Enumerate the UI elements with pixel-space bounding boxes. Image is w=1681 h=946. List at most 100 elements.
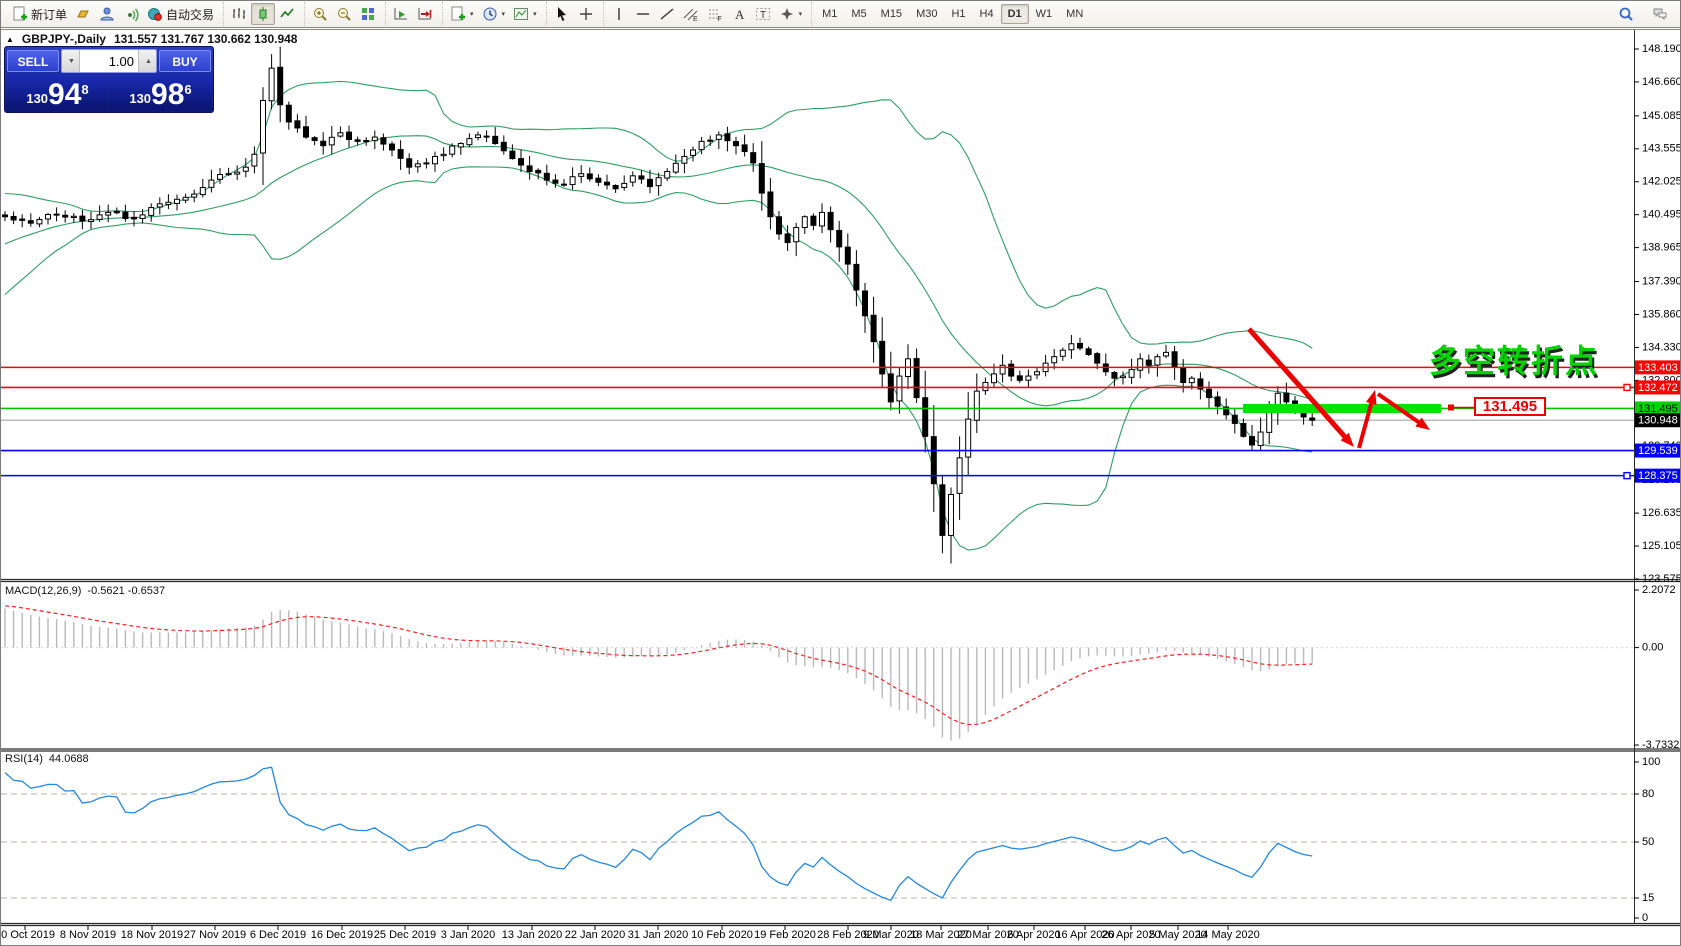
horizontal-line-button[interactable] (631, 3, 655, 25)
timeframe-button-M1[interactable]: M1 (815, 4, 844, 24)
shift-icon (417, 6, 433, 22)
price-label-bg (1635, 380, 1680, 395)
chevron-down-icon: ▾ (501, 11, 506, 18)
trend-arrow[interactable] (1357, 401, 1374, 449)
search-button[interactable] (1614, 3, 1638, 25)
candle-body (862, 290, 868, 317)
date-label: 22 Jan 2020 (565, 929, 626, 941)
bar-chart-button[interactable] (227, 3, 251, 25)
candle-body (621, 182, 628, 188)
candle-body (260, 99, 266, 154)
bollinger-upper (4, 80, 1313, 349)
price-tick-label: 134.330 (1642, 341, 1681, 353)
annotation-text[interactable]: 多空转折点 (1429, 343, 1600, 379)
timeframe-button-MN[interactable]: MN (1059, 4, 1090, 24)
vertical-line-button[interactable] (607, 3, 631, 25)
timeframe-button-M30[interactable]: M30 (909, 4, 944, 24)
support-zone-bar[interactable] (1243, 404, 1441, 413)
buy-price[interactable]: 130 98 6 (110, 75, 211, 110)
candle-body (346, 131, 352, 140)
timeframe-button-M15[interactable]: M15 (874, 4, 909, 24)
candle-body (1068, 343, 1075, 351)
price-tag-anchor-handle[interactable] (1448, 404, 1454, 411)
channel-button[interactable]: E (679, 3, 703, 25)
candle-body (36, 219, 43, 225)
svg-text:F: F (717, 16, 721, 22)
timeframe-button-H1[interactable]: H1 (944, 4, 972, 24)
zoom-in-button[interactable] (308, 3, 332, 25)
timeframe-button-D1[interactable]: D1 (1000, 4, 1029, 24)
svg-text:E: E (693, 16, 698, 22)
green-bar (1243, 404, 1441, 413)
symbol-info: ▲ GBPJPY-,Daily 131.557 131.767 130.662 … (6, 32, 297, 46)
price-tag-box[interactable]: 131.495 (1474, 397, 1546, 416)
candle-body (758, 163, 765, 194)
templates-button[interactable]: ▾ (509, 3, 541, 25)
auto-scroll-button[interactable] (389, 3, 413, 25)
signal-button[interactable] (119, 3, 143, 25)
trend-arrow[interactable] (1376, 392, 1422, 425)
new-order-button[interactable]: 新订单 (8, 3, 71, 25)
sell-price[interactable]: 130 94 8 (7, 75, 108, 110)
candle-body (655, 177, 662, 187)
tile-windows-button[interactable] (356, 3, 380, 25)
candle-body (552, 179, 559, 184)
hline-handle[interactable] (1623, 383, 1631, 392)
candle-body (647, 178, 653, 188)
bollinger-lower (4, 166, 1313, 551)
profile-button[interactable] (95, 3, 119, 25)
candle-body (1240, 423, 1247, 437)
volume-decrease-button[interactable]: ▼ (62, 50, 80, 72)
candle-body (1094, 353, 1101, 364)
candle-body (1111, 371, 1118, 379)
timeframe-button-W1[interactable]: W1 (1029, 4, 1060, 24)
candle-body (251, 153, 258, 167)
candle-body (672, 162, 679, 173)
candle-body (363, 140, 370, 143)
fibonacci-button[interactable]: F (703, 3, 727, 25)
arrows-button[interactable]: ▾ (775, 3, 807, 25)
volume-increase-button[interactable]: ▲ (138, 50, 156, 72)
date-label: 26 Apr 2020 (1101, 929, 1160, 941)
buy-button[interactable]: BUY (159, 50, 211, 72)
gold-button[interactable] (71, 3, 95, 25)
text-label-button[interactable]: T (751, 3, 775, 25)
candle-body (801, 216, 808, 229)
trend-arrow[interactable] (1247, 327, 1348, 440)
candle-body (1077, 342, 1083, 349)
zoom-out-button[interactable] (332, 3, 356, 25)
volume-input[interactable] (80, 50, 138, 72)
timeframe-button-M5[interactable]: M5 (844, 4, 873, 24)
text-button[interactable]: A (727, 3, 751, 25)
date-label: 25 Dec 2019 (374, 929, 436, 941)
macd-tick-label: -3.7332 (1642, 739, 1679, 751)
textA-icon: A (731, 6, 747, 22)
price-tick-label: 148.190 (1642, 43, 1681, 55)
trendline-button[interactable] (655, 3, 679, 25)
timeframe-button-H4[interactable]: H4 (973, 4, 1001, 24)
indicators-button[interactable]: ▾ (446, 3, 478, 25)
sell-button[interactable]: SELL (7, 50, 59, 72)
hline-icon (635, 6, 651, 22)
candlestick-button[interactable] (251, 3, 276, 25)
date-axis: 30 Oct 2019 8 Nov 2019 18 Nov 2019 27 Nov 2… (1, 926, 1260, 941)
candle-body (466, 138, 473, 146)
autotrade-button[interactable]: 自动交易 (143, 3, 218, 25)
one-click-collapse-icon[interactable]: ▲ (6, 34, 14, 44)
volume-stepper: ▼ ▲ (61, 49, 157, 73)
candle-body (45, 214, 51, 220)
new-order-button-label: 新订单 (31, 7, 68, 22)
candle-body (19, 218, 26, 221)
crosshair-button[interactable] (574, 3, 598, 25)
date-label: 8 Nov 2019 (60, 929, 116, 941)
cursor-button[interactable] (550, 3, 574, 25)
candle-body (242, 166, 249, 172)
hline-handle[interactable] (1623, 471, 1631, 480)
candle-body (569, 176, 576, 185)
date-label: 13 Jan 2020 (502, 929, 563, 941)
line-chart-button[interactable] (275, 3, 299, 25)
community-button[interactable] (1648, 3, 1672, 25)
textT-icon: T (755, 6, 771, 22)
periods-button[interactable]: ▾ (478, 3, 510, 25)
chart-shift-button[interactable] (413, 3, 437, 25)
